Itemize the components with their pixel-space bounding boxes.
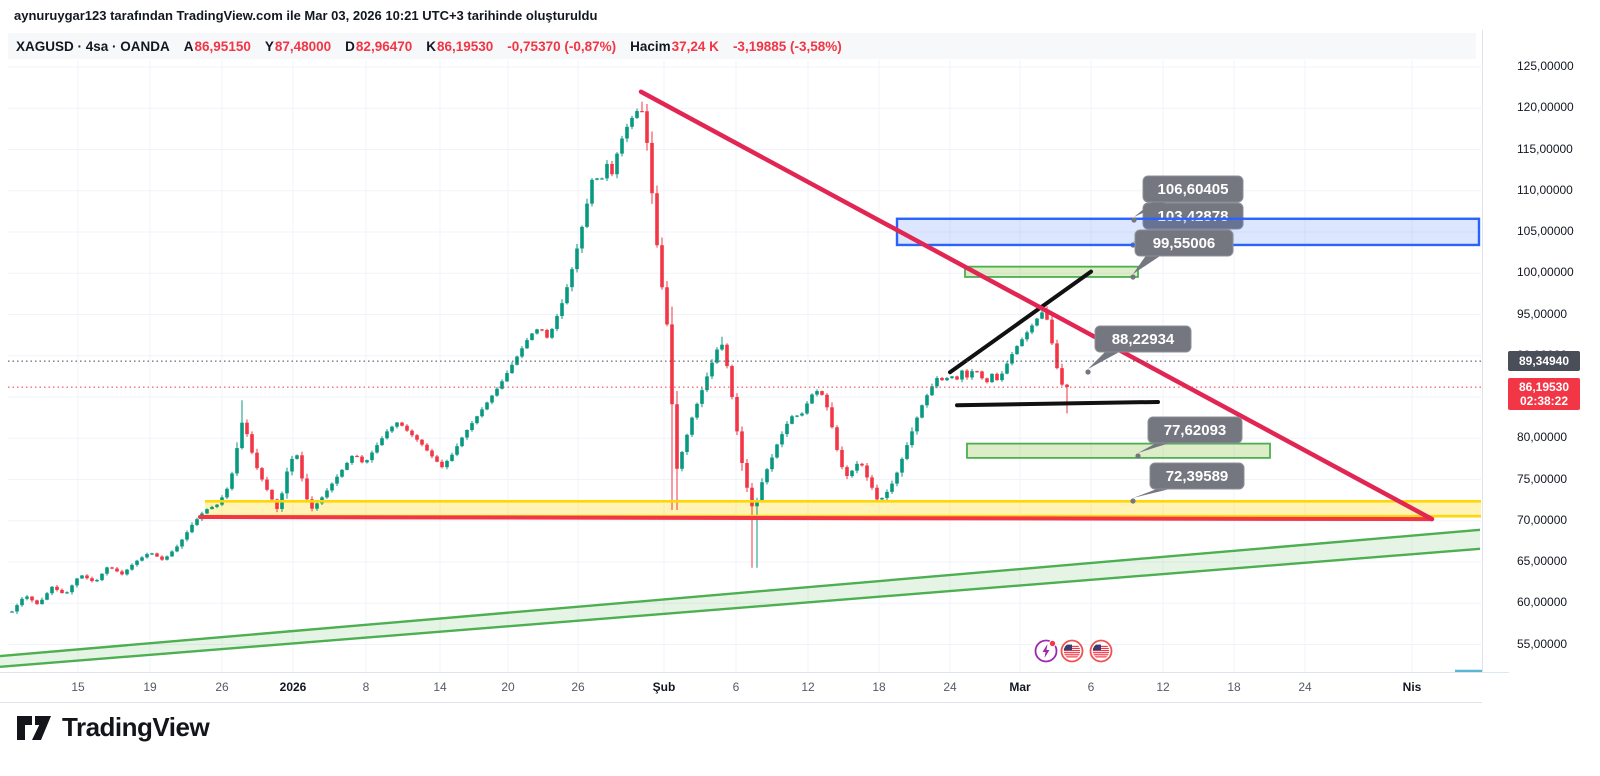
- time-axis-label: Şub: [652, 680, 676, 694]
- open-value: 86,95150: [194, 38, 251, 54]
- us-economic-event-icon[interactable]: [1089, 639, 1113, 663]
- price-axis-label: 75,00000: [1517, 471, 1568, 486]
- tradingview-logo-icon: [17, 715, 51, 740]
- price-callout-value: 77,62093: [1164, 422, 1227, 439]
- time-axis-label: 15: [71, 680, 85, 694]
- black-ascending-trendline[interactable]: [948, 269, 1093, 375]
- price-callout-value: 99,55006: [1153, 235, 1216, 252]
- price-axis-label: 65,00000: [1517, 554, 1568, 568]
- price-callout[interactable]: 99,55006: [1130, 229, 1234, 280]
- time-axis-label: 12: [801, 680, 815, 694]
- price-axis-label: 125,00000: [1517, 59, 1574, 73]
- volume-label: Hacim: [630, 38, 671, 54]
- time-axis-label: 6: [732, 680, 740, 694]
- open-label: A: [183, 38, 194, 54]
- support-band-fill: [205, 501, 1481, 517]
- supply-zone-green-upper[interactable]: [964, 265, 1139, 278]
- price-axis[interactable]: 125,00000 120,00000 115,00000 110,00000 105,…: [1482, 30, 1600, 672]
- time-axis-label: 18: [1227, 680, 1241, 694]
- time-axis[interactable]: 15 19 26 2026 8 14 20 26 Şub 6 12 18 24 Mar 6 12 18 24 Nis: [0, 672, 1482, 703]
- time-axis-label: 24: [943, 680, 957, 694]
- bar-countdown: 02:38:22: [1519, 394, 1569, 409]
- red-horizontal-support[interactable]: [198, 515, 1434, 522]
- price-axis-label: 95,00000: [1517, 306, 1568, 321]
- price-callout[interactable]: 77,62093: [1135, 416, 1243, 459]
- price-axis-label: 60,00000: [1517, 595, 1568, 610]
- low-value: 82,96470: [355, 38, 413, 54]
- high-value: 87,48000: [274, 38, 332, 54]
- price-axis-label: 120,00000: [1517, 100, 1574, 115]
- candles: [10, 101, 1069, 615]
- volume-change-value: -3,19885 (-3,58%): [732, 38, 842, 54]
- grid: [8, 60, 1481, 672]
- price-callout-value: 103,42878: [1158, 208, 1229, 225]
- black-horizontal-line[interactable]: [955, 399, 1160, 408]
- price-axis-label: 105,00000: [1517, 224, 1574, 238]
- time-axis-label: 20: [501, 680, 515, 694]
- alert-price-label[interactable]: 89,34940: [1508, 351, 1580, 372]
- price-axis-label: 100,00000: [1517, 265, 1574, 280]
- time-axis-label: Mar: [1009, 680, 1031, 694]
- time-axis-label: Nis: [1402, 680, 1422, 694]
- close-label: K: [426, 38, 436, 54]
- price-axis-label: 115,00000: [1517, 141, 1573, 156]
- ohlc-legend[interactable]: XAGUSD · 4sa · OANDA A 86,95150 Y 87,48000…: [8, 33, 1476, 59]
- price-axis-label: 55,00000: [1517, 636, 1568, 651]
- time-axis-label: 12: [1156, 680, 1170, 694]
- time-axis-label: 14: [433, 680, 447, 694]
- price-callout[interactable]: 88,22934: [1085, 325, 1192, 375]
- time-axis-label: 26: [215, 680, 229, 694]
- attribution-text: aynuruygar123 tarafından TradingView.com…: [14, 8, 598, 23]
- pink-descending-trendline[interactable]: [638, 89, 1435, 522]
- demand-zone-green-lower[interactable]: [966, 442, 1271, 459]
- price-callout[interactable]: 106,60405: [1131, 175, 1244, 223]
- time-axis-label: 26: [571, 680, 585, 694]
- economic-event-icons[interactable]: [1034, 639, 1113, 663]
- change-value: -0,75370 (-0,87%): [507, 38, 617, 54]
- time-axis-label: 8: [362, 680, 370, 694]
- price-callout-value: 72,39589: [1166, 468, 1229, 485]
- price-axis-label: 110,00000: [1517, 182, 1573, 197]
- price-axis-label: 80,00000: [1517, 430, 1568, 445]
- time-axis-label: 19: [143, 680, 157, 694]
- low-label: D: [345, 38, 355, 54]
- lightning-event-icon[interactable]: [1034, 639, 1058, 663]
- time-axis-label: 2026: [279, 680, 307, 694]
- time-axis-label: 6: [1087, 680, 1095, 694]
- close-value: 86,19530: [436, 38, 494, 54]
- time-axis-label: 18: [872, 680, 886, 694]
- us-economic-event-icon[interactable]: [1060, 639, 1084, 663]
- price-axis-label: 70,00000: [1517, 512, 1568, 527]
- symbol-title: XAGUSD · 4sa · OANDA: [16, 38, 170, 54]
- trend-channel[interactable]: [0, 528, 1481, 668]
- last-price-value: 86,19530: [1518, 380, 1570, 395]
- price-callout-value: 88,22934: [1112, 331, 1175, 348]
- footer: TradingView: [16, 712, 210, 743]
- brand-name: TradingView: [62, 712, 210, 742]
- time-axis-label: 24: [1298, 680, 1312, 694]
- price-callout[interactable]: 72,39589: [1130, 462, 1245, 504]
- volume-value: 37,24 K: [671, 38, 719, 54]
- high-label: Y: [264, 38, 274, 54]
- price-callout-value: 106,60405: [1158, 181, 1229, 198]
- alert-price-value: 89,34940: [1518, 354, 1570, 369]
- last-price-label: 86,19530 02:38:22: [1508, 378, 1580, 411]
